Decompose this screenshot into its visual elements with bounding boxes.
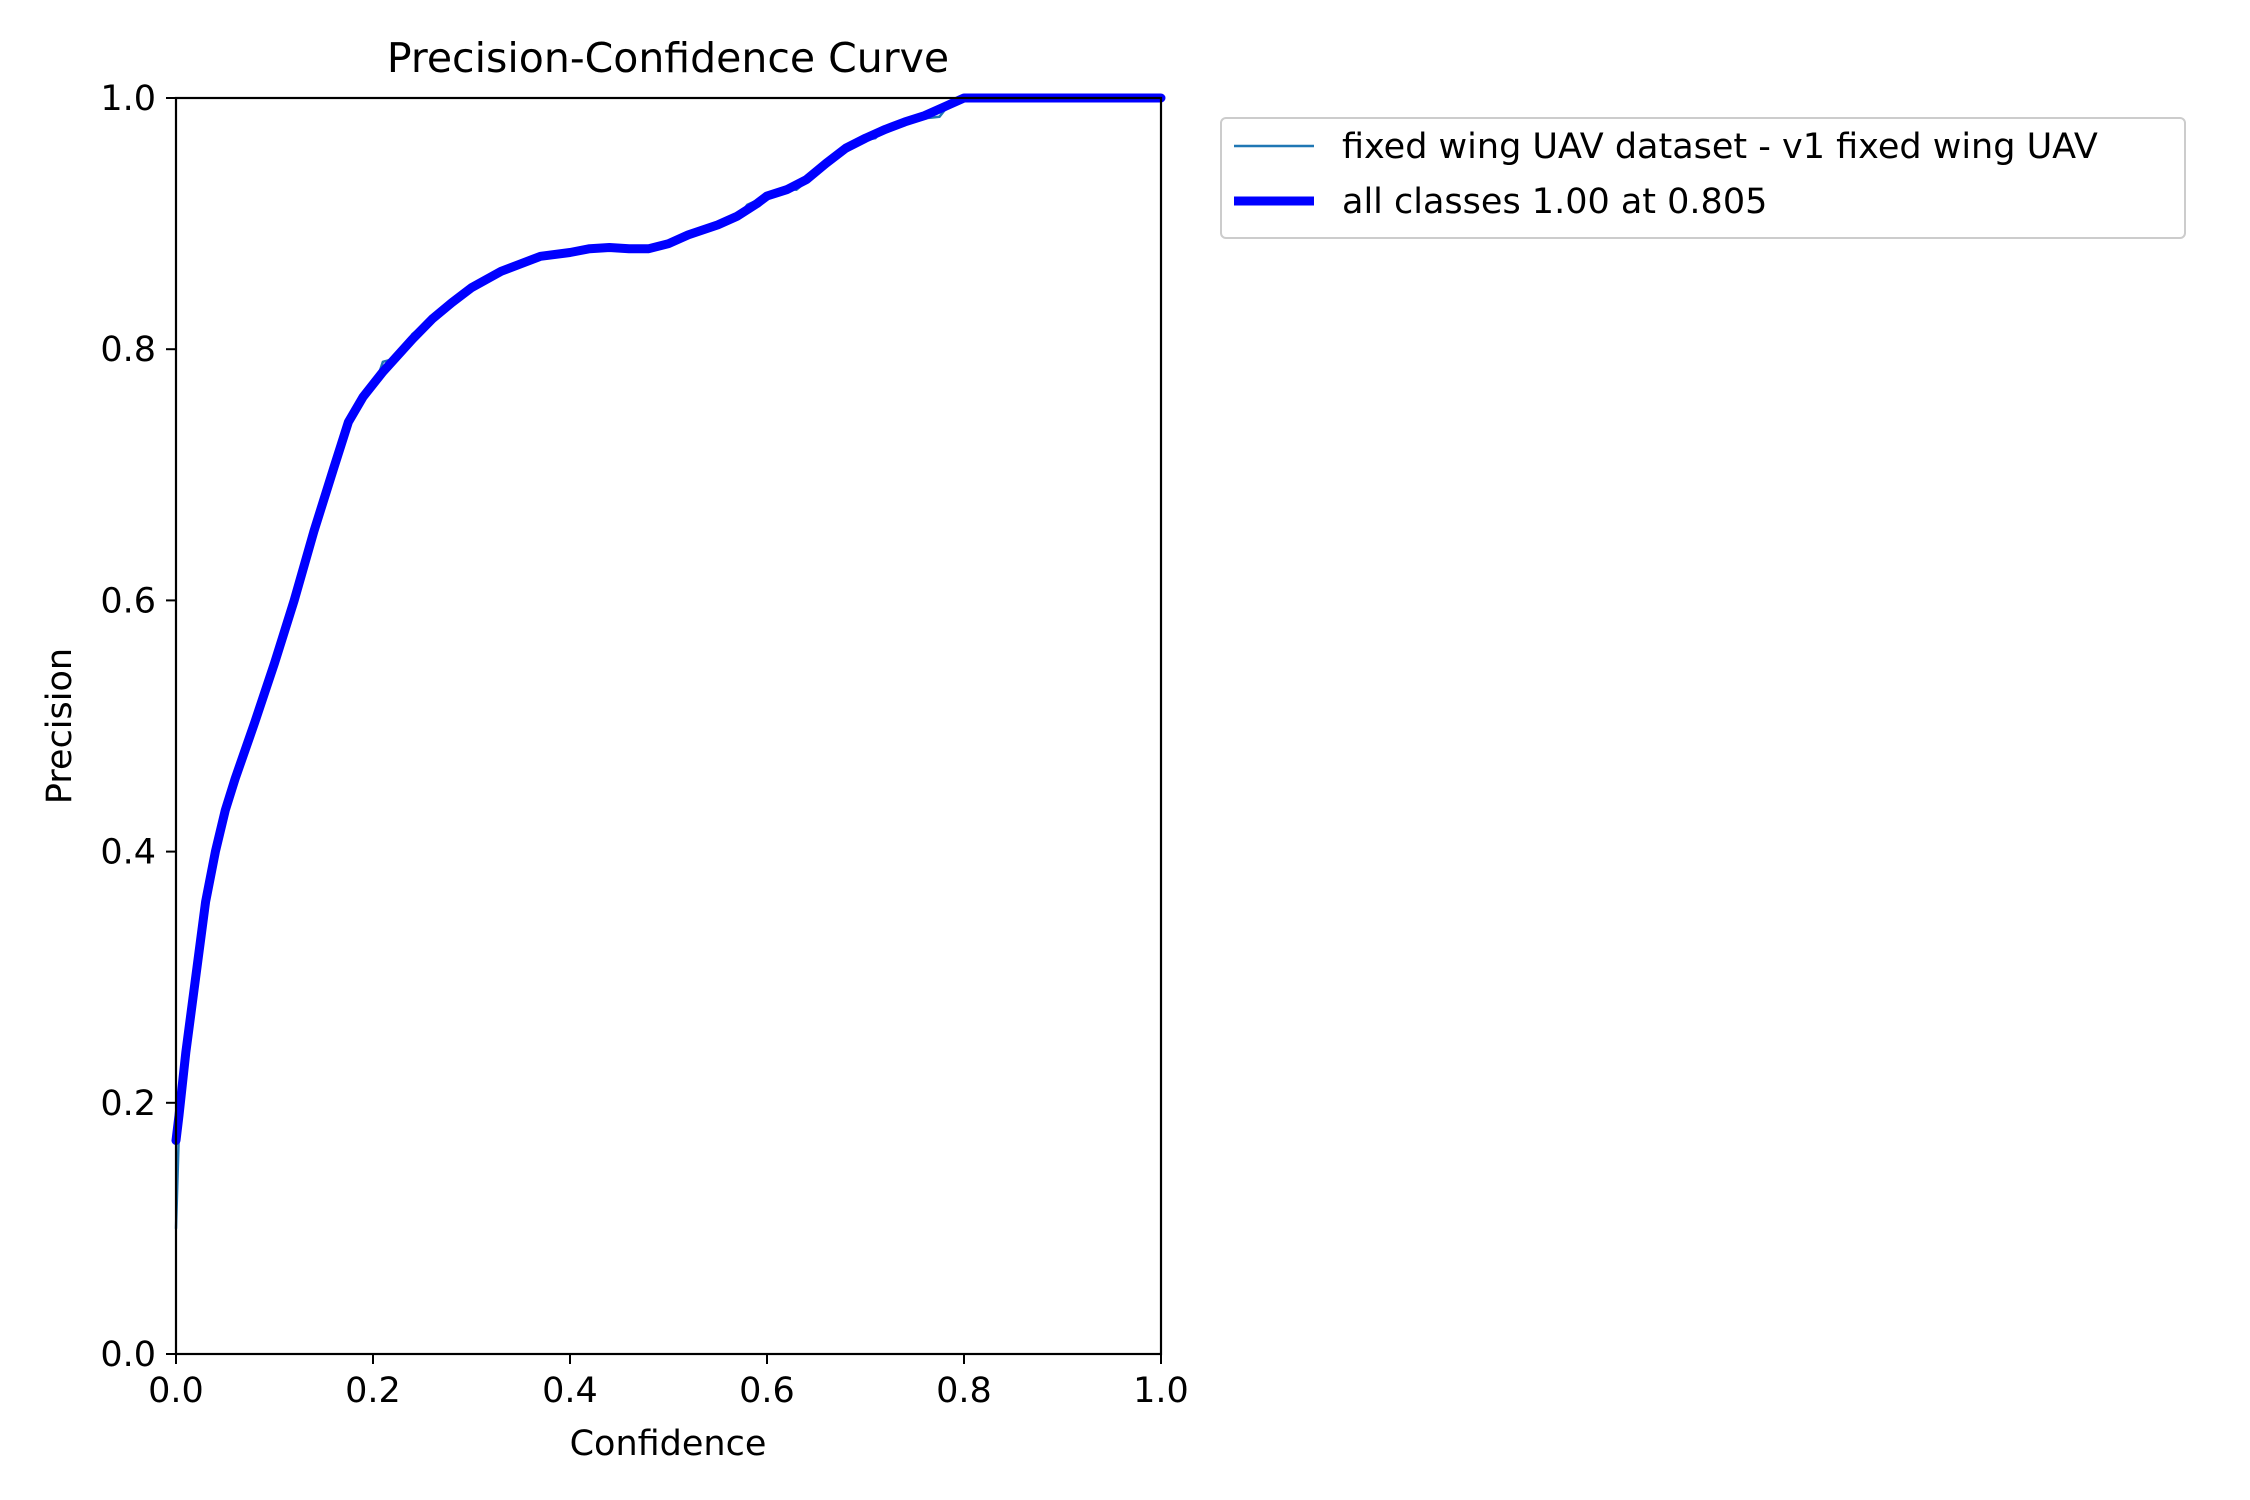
y-tick-label: 0.6	[100, 581, 156, 621]
chart-title: Precision-Confidence Curve	[387, 34, 949, 82]
legend-label-all-classes: all classes 1.00 at 0.805	[1342, 182, 1767, 222]
x-tick-label: 0.8	[936, 1371, 992, 1411]
legend-box	[1220, 117, 2186, 239]
y-axis: 0.0 0.2 0.4 0.6 0.8 1.0	[100, 79, 176, 1375]
y-tick-label: 0.0	[100, 1335, 156, 1375]
y-axis-label: Precision	[40, 648, 80, 804]
legend-label-fixed-wing-uav: fixed wing UAV dataset - v1 fixed wing U…	[1342, 127, 2098, 167]
x-tick-label: 0.0	[148, 1371, 204, 1411]
plot-area	[171, 93, 1166, 1356]
series-line-all-classes	[171, 93, 1166, 1145]
y-tick-label: 0.8	[100, 330, 156, 370]
axes-background	[176, 98, 1161, 1354]
y-tick-label: 1.0	[100, 79, 156, 119]
x-tick-label: 0.2	[345, 1371, 401, 1411]
x-tick-label: 0.6	[739, 1371, 795, 1411]
x-tick-label: 0.4	[542, 1371, 598, 1411]
y-tick-label: 0.2	[100, 1084, 156, 1124]
axes-frame	[174, 96, 1163, 1356]
x-tick-label: 1.0	[1133, 1371, 1189, 1411]
x-axis-label: Confidence	[570, 1424, 767, 1464]
legend: fixed wing UAV dataset - v1 fixed wing U…	[1220, 117, 2186, 239]
y-tick-label: 0.4	[100, 833, 156, 873]
series-layer	[171, 93, 1166, 1230]
x-axis: 0.0 0.2 0.4 0.6 0.8 1.0	[148, 1354, 1189, 1411]
